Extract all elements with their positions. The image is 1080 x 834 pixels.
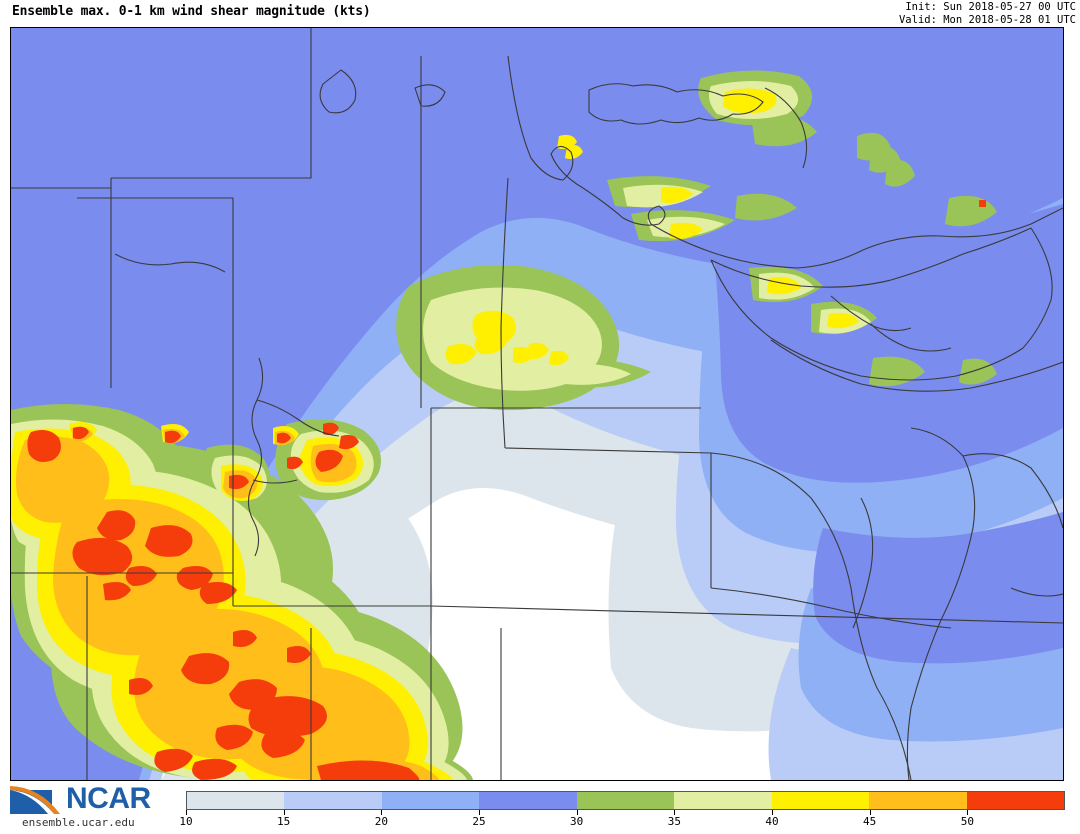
colorbar-tick-mark: [869, 810, 871, 815]
contour-band-25-30: [11, 28, 1063, 780]
colorbar-tick-label: 20: [374, 815, 388, 828]
contour-band-50-plus: [27, 200, 986, 780]
colorbar-segment-35-40: [674, 792, 772, 809]
ncar-wordmark: NCAR: [66, 782, 151, 815]
colorbar-segment-45-50: [869, 792, 967, 809]
colorbar-tick-mark: [772, 810, 773, 815]
ncar-url: ensemble.ucar.edu: [22, 816, 135, 829]
colorbar-tick-label: 35: [667, 815, 681, 828]
colorbar-tick-mark: [576, 810, 578, 815]
colorbar-segment-20-25: [381, 792, 480, 809]
colorbar-tick-label: 30: [570, 815, 584, 828]
colorbar-tick-label: 45: [863, 815, 877, 828]
init-timestamp: Init: Sun 2018-05-27 00 UTC: [905, 1, 1076, 13]
page-title: Ensemble max. 0-1 km wind shear magnitud…: [12, 4, 371, 19]
colorbar-tick-mark: [674, 810, 676, 815]
colorbar-tick-mark: [186, 810, 187, 815]
map-field-svg: [11, 28, 1063, 780]
colorbar-segment-10-15: [187, 792, 285, 809]
map-canvas[interactable]: [10, 27, 1064, 781]
colorbar-tick-mark: [283, 810, 285, 815]
colorbar-segment-40-45: [771, 792, 870, 809]
valid-timestamp: Valid: Mon 2018-05-28 01 UTC: [898, 13, 1076, 26]
colorbar-tick-label: 15: [277, 815, 291, 828]
colorbar-segment-50-plus: [966, 792, 1064, 809]
political-boundaries: [11, 28, 1063, 780]
colorbar-tick-mark: [381, 810, 383, 815]
colorbar-segment-25-30: [479, 792, 577, 809]
colorbar-tick-axis: 10 15 20 25 30 35 40 45 50: [179, 810, 1065, 832]
timestamp-block: Init: Sun 2018-05-27 00 UTC Valid: Mon 2…: [899, 1, 1076, 26]
colorbar-tick-label: 25: [472, 815, 486, 828]
colorbar-segment-15-20: [284, 792, 382, 809]
header-bar: Ensemble max. 0-1 km wind shear magnitud…: [0, 0, 1080, 26]
colorbar-tick-mark: [967, 810, 969, 815]
ncar-logo-icon: [10, 786, 60, 814]
colorbar[interactable]: [186, 791, 1065, 810]
colorbar-tick-label: 40: [765, 815, 779, 828]
colorbar-tick-mark: [479, 810, 480, 815]
colorbar-segment-30-35: [576, 792, 675, 809]
ncar-branding[interactable]: NCAR ensemble.ucar.edu: [4, 782, 174, 832]
colorbar-tick-label: 50: [960, 815, 974, 828]
colorbar-tick-label: 10: [179, 815, 193, 828]
